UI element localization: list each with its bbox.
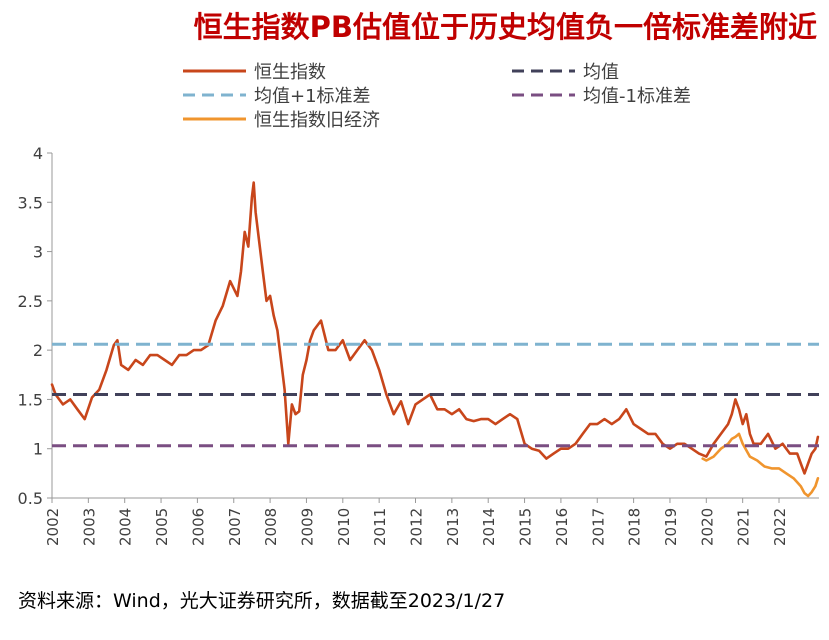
- x-tick-label: 2022: [771, 508, 789, 546]
- y-axis: 0.5 1 1.5 2 2.5 3 3.5 4: [18, 144, 53, 508]
- x-tick-label: 2003: [80, 508, 98, 546]
- y-tick-label: 2: [33, 341, 43, 360]
- x-tick-label: 2008: [262, 508, 280, 546]
- legend-item-label: 恒生指数: [254, 62, 326, 83]
- legend-item-label: 均值: [583, 62, 619, 83]
- y-tick-label: 2.5: [18, 292, 43, 311]
- x-tick-label: 2012: [408, 508, 426, 546]
- x-axis: 2002 2003 2004 2005 2006 2007 2008 2009 2010 2011…: [44, 497, 819, 546]
- legend-item-label: 均值+1标准差: [254, 86, 371, 107]
- y-tick-label: 1: [33, 440, 43, 459]
- x-tick-label: 2002: [44, 508, 62, 546]
- x-tick-label: 2021: [735, 508, 753, 546]
- y-tick-label: 3: [33, 243, 43, 262]
- x-tick-label: 2006: [189, 508, 207, 546]
- x-tick-label: 2009: [298, 508, 316, 546]
- x-tick-label: 2007: [226, 508, 244, 546]
- x-tick-label: 2020: [698, 508, 716, 546]
- legend-item-label: 恒生指数旧经济: [254, 110, 380, 131]
- x-tick-label: 2019: [662, 508, 680, 546]
- x-tick-label: 2017: [589, 508, 607, 546]
- x-tick-label: 2016: [553, 508, 571, 546]
- y-tick-label: 0.5: [18, 489, 43, 508]
- x-tick-label: 2004: [117, 508, 135, 546]
- x-tick-label: 2018: [626, 508, 644, 546]
- x-tick-label: 2015: [517, 508, 535, 546]
- x-tick-label: 2013: [444, 508, 462, 546]
- x-tick-label: 2005: [153, 508, 171, 546]
- chart-title: 恒生指数PB估值位于历史均值负一倍标准差附近: [193, 10, 817, 44]
- y-tick-label: 3.5: [18, 193, 43, 212]
- plot-area: [50, 181, 820, 498]
- x-tick-label: 2014: [480, 508, 498, 546]
- x-tick-label: 2010: [335, 508, 353, 546]
- legend-item-label: 均值-1标准差: [583, 86, 691, 107]
- y-tick-label: 4: [33, 144, 43, 163]
- series-line: [50, 181, 820, 475]
- y-tick-label: 1.5: [18, 390, 43, 409]
- source-note: 资料来源：Wind，光大证券研究所，数据截至2023/1/27: [18, 590, 506, 612]
- x-tick-label: 2011: [371, 508, 389, 546]
